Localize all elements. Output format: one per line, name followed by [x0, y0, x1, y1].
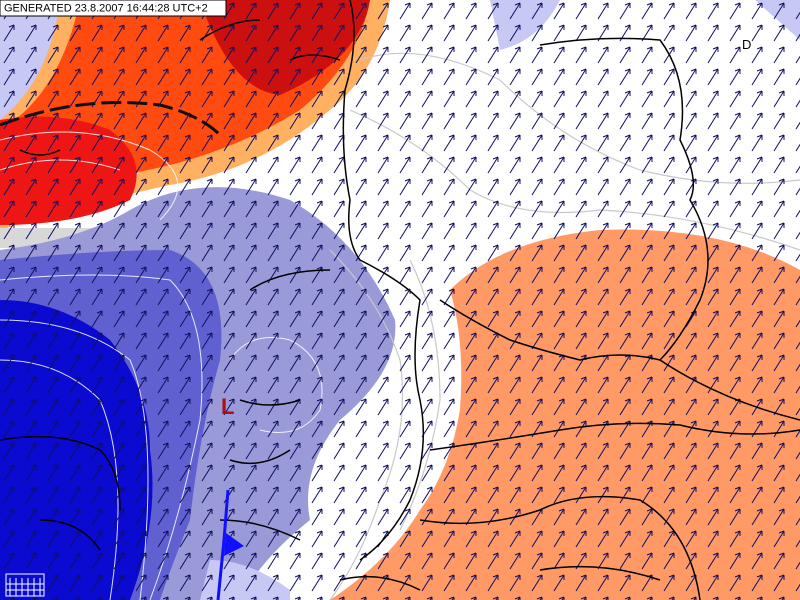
legend-swatch	[5, 573, 45, 597]
low-marker: L	[221, 394, 234, 419]
header-box	[0, 0, 227, 17]
front	[0, 101, 222, 137]
generated-label: GENERATED 23.8.2007 16:44:28 UTC+2	[4, 2, 208, 14]
cold-front	[216, 489, 230, 600]
high-marker: D	[742, 37, 751, 52]
cold-front-marker	[224, 533, 244, 556]
